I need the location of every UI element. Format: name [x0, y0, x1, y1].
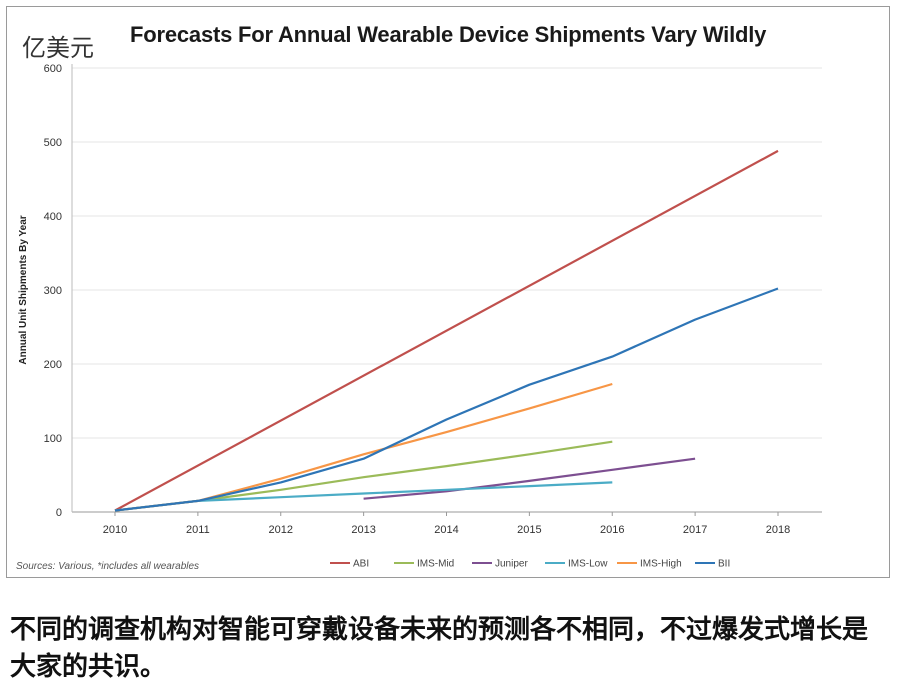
caption: 不同的调查机构对智能可穿戴设备未来的预测各不相同，不过爆发式增长是大家的共识。 — [10, 615, 869, 682]
legend-label: Juniper — [495, 559, 528, 570]
series-line-ims-mid — [114, 440, 613, 512]
x-tick-label: 2016 — [600, 524, 624, 536]
x-tick-label: 2012 — [269, 524, 293, 536]
gridlines — [72, 67, 822, 439]
y-axis-ticks: 0 100 200 300 400 500 600 — [44, 63, 62, 519]
y-tick-label: 300 — [44, 285, 62, 297]
series-line-bii — [114, 287, 779, 512]
legend-label: IMS-Mid — [417, 559, 454, 570]
line-chart: 0 100 200 300 400 500 600 2010 2011 2012 2013 2014… — [18, 63, 822, 570]
x-tick-label: 2011 — [186, 524, 210, 536]
legend: ABI IMS-Mid Juniper IMS-Low IMS-High BII — [330, 559, 730, 570]
series-line-abi — [114, 149, 779, 512]
y-tick-label: 0 — [56, 507, 62, 519]
series-line-juniper — [363, 457, 696, 500]
chart-title: Forecasts For Annual Wearable Device Shi… — [130, 22, 767, 47]
x-tick-label: 2010 — [103, 524, 127, 536]
y-axis-label: Annual Unit Shipments By Year — [18, 215, 29, 364]
series-line-ims-low — [114, 481, 613, 512]
legend-label: BII — [718, 559, 730, 570]
legend-label: IMS-Low — [568, 559, 608, 570]
unit-label: 亿美元 — [22, 34, 94, 62]
legend-label: ABI — [353, 559, 369, 570]
axes — [71, 64, 822, 513]
x-tick-label: 2015 — [517, 524, 541, 536]
x-axis-ticks: 2010 2011 2012 2013 2014 2015 2016 2017 2018 — [103, 512, 790, 536]
legend-label: IMS-High — [640, 559, 682, 570]
series-line-ims-high — [114, 382, 613, 512]
y-tick-label: 400 — [44, 211, 62, 223]
y-tick-label: 200 — [44, 359, 62, 371]
chart-figure — [6, 6, 890, 578]
y-tick-label: 600 — [44, 63, 62, 75]
y-tick-label: 500 — [44, 137, 62, 149]
x-tick-label: 2014 — [434, 524, 458, 536]
x-tick-label: 2017 — [683, 524, 707, 536]
series-lines — [114, 149, 779, 512]
x-tick-label: 2013 — [351, 524, 375, 536]
y-tick-label: 100 — [44, 433, 62, 445]
x-tick-label: 2018 — [766, 524, 790, 536]
source-note: Sources: Various, *includes all wearable… — [16, 561, 200, 572]
